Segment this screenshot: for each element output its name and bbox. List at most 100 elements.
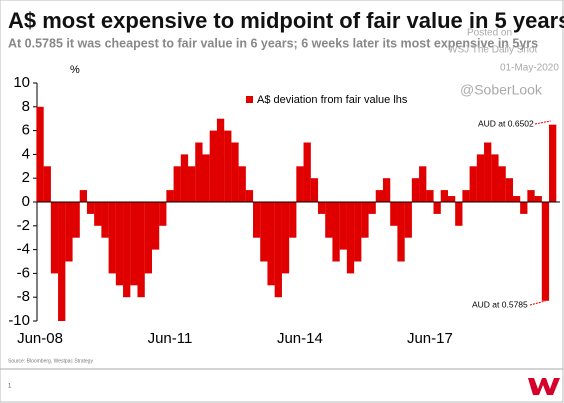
bar bbox=[43, 166, 51, 202]
bar bbox=[50, 202, 59, 274]
bar bbox=[426, 190, 434, 202]
bar bbox=[411, 178, 420, 202]
bar bbox=[188, 166, 196, 202]
annotation-arrow bbox=[529, 300, 546, 306]
annotation-arrow bbox=[534, 120, 551, 125]
bar bbox=[202, 154, 210, 202]
bar bbox=[281, 202, 290, 274]
bar bbox=[231, 142, 239, 202]
logo bbox=[528, 378, 560, 395]
bar bbox=[267, 202, 275, 286]
bar bbox=[144, 202, 152, 274]
bar bbox=[159, 202, 167, 226]
bar bbox=[65, 202, 73, 262]
y-tick-label: -8 bbox=[17, 288, 30, 305]
bar bbox=[476, 154, 485, 202]
bar bbox=[115, 202, 124, 286]
y-tick-label: 0 bbox=[22, 193, 30, 210]
bar bbox=[253, 202, 261, 238]
bar bbox=[180, 154, 189, 202]
bar bbox=[58, 202, 66, 321]
bar bbox=[79, 190, 88, 202]
bar bbox=[325, 202, 333, 238]
bar bbox=[520, 202, 528, 214]
bar bbox=[505, 178, 513, 202]
bar bbox=[209, 130, 217, 202]
bar bbox=[382, 178, 391, 202]
bar bbox=[86, 202, 95, 214]
date: 01-May-2020 bbox=[500, 63, 559, 74]
bar bbox=[469, 166, 477, 202]
bar bbox=[440, 190, 449, 202]
posted-on: Posted on bbox=[467, 28, 512, 39]
bar bbox=[130, 202, 138, 286]
source: Source: Bloomberg, Westpac Strategy bbox=[8, 358, 93, 364]
legend-swatch bbox=[246, 96, 253, 103]
y-tick-label: -4 bbox=[17, 241, 30, 258]
y-tick-label: 6 bbox=[22, 122, 30, 139]
bar bbox=[404, 202, 412, 238]
y-tick-label: 4 bbox=[22, 145, 30, 162]
bar bbox=[368, 202, 376, 214]
handle: @SoberLook bbox=[460, 82, 543, 98]
bar bbox=[166, 190, 174, 202]
chart-subtitle: At 0.5785 it was cheapest to fair value … bbox=[8, 36, 538, 50]
bar bbox=[260, 202, 268, 262]
bar bbox=[195, 142, 203, 202]
x-tick-label: Jun-17 bbox=[407, 330, 453, 347]
bar bbox=[317, 202, 326, 214]
bar bbox=[534, 196, 542, 202]
bar bbox=[296, 166, 304, 202]
bar bbox=[549, 124, 557, 202]
bar bbox=[101, 202, 109, 238]
bar bbox=[375, 190, 384, 202]
y-axis-label: % bbox=[70, 64, 80, 76]
legend-label: A$ deviation from fair value lhs bbox=[257, 94, 408, 106]
y-tick-label: 10 bbox=[13, 74, 30, 91]
chart-title: A$ most expensive to midpoint of fair va… bbox=[8, 8, 564, 33]
bar bbox=[397, 202, 405, 262]
bar bbox=[289, 202, 297, 238]
bar bbox=[390, 202, 398, 226]
bar bbox=[173, 166, 181, 202]
annotation: AUD at 0.5785 bbox=[472, 299, 528, 309]
page-number: 1 bbox=[8, 384, 12, 390]
y-tick-label: -6 bbox=[17, 264, 30, 281]
bar bbox=[274, 202, 282, 298]
bar bbox=[137, 202, 145, 298]
bar bbox=[512, 196, 521, 202]
bar bbox=[433, 202, 441, 214]
bar bbox=[303, 142, 311, 202]
bar bbox=[310, 178, 319, 202]
bar bbox=[484, 142, 492, 202]
bar bbox=[108, 202, 116, 274]
bar bbox=[419, 166, 427, 202]
bar bbox=[94, 202, 102, 226]
bar bbox=[491, 154, 499, 202]
bar bbox=[346, 202, 355, 274]
y-tick-label: -10 bbox=[8, 312, 30, 329]
annotation: AUD at 0.6502 bbox=[478, 118, 534, 128]
bar bbox=[151, 202, 160, 250]
bar bbox=[123, 202, 131, 298]
x-tick-label: Jun-11 bbox=[148, 330, 193, 347]
bar bbox=[332, 202, 340, 262]
bar bbox=[339, 202, 347, 250]
y-tick-label: 8 bbox=[22, 98, 30, 115]
bar bbox=[238, 166, 246, 202]
bar bbox=[224, 130, 232, 202]
bar bbox=[361, 202, 369, 238]
x-tick-label: Jun-08 bbox=[17, 330, 63, 347]
bar bbox=[36, 106, 44, 202]
x-tick-label: Jun-14 bbox=[277, 330, 323, 347]
y-tick-label: 2 bbox=[22, 169, 30, 186]
bar bbox=[354, 202, 362, 262]
bar bbox=[541, 202, 550, 301]
publisher: WSJ The Daily Shot bbox=[448, 45, 538, 56]
y-tick-label: -2 bbox=[17, 217, 30, 234]
bar bbox=[447, 196, 456, 202]
bar bbox=[527, 190, 535, 202]
bar bbox=[72, 202, 80, 238]
bar bbox=[498, 166, 506, 202]
